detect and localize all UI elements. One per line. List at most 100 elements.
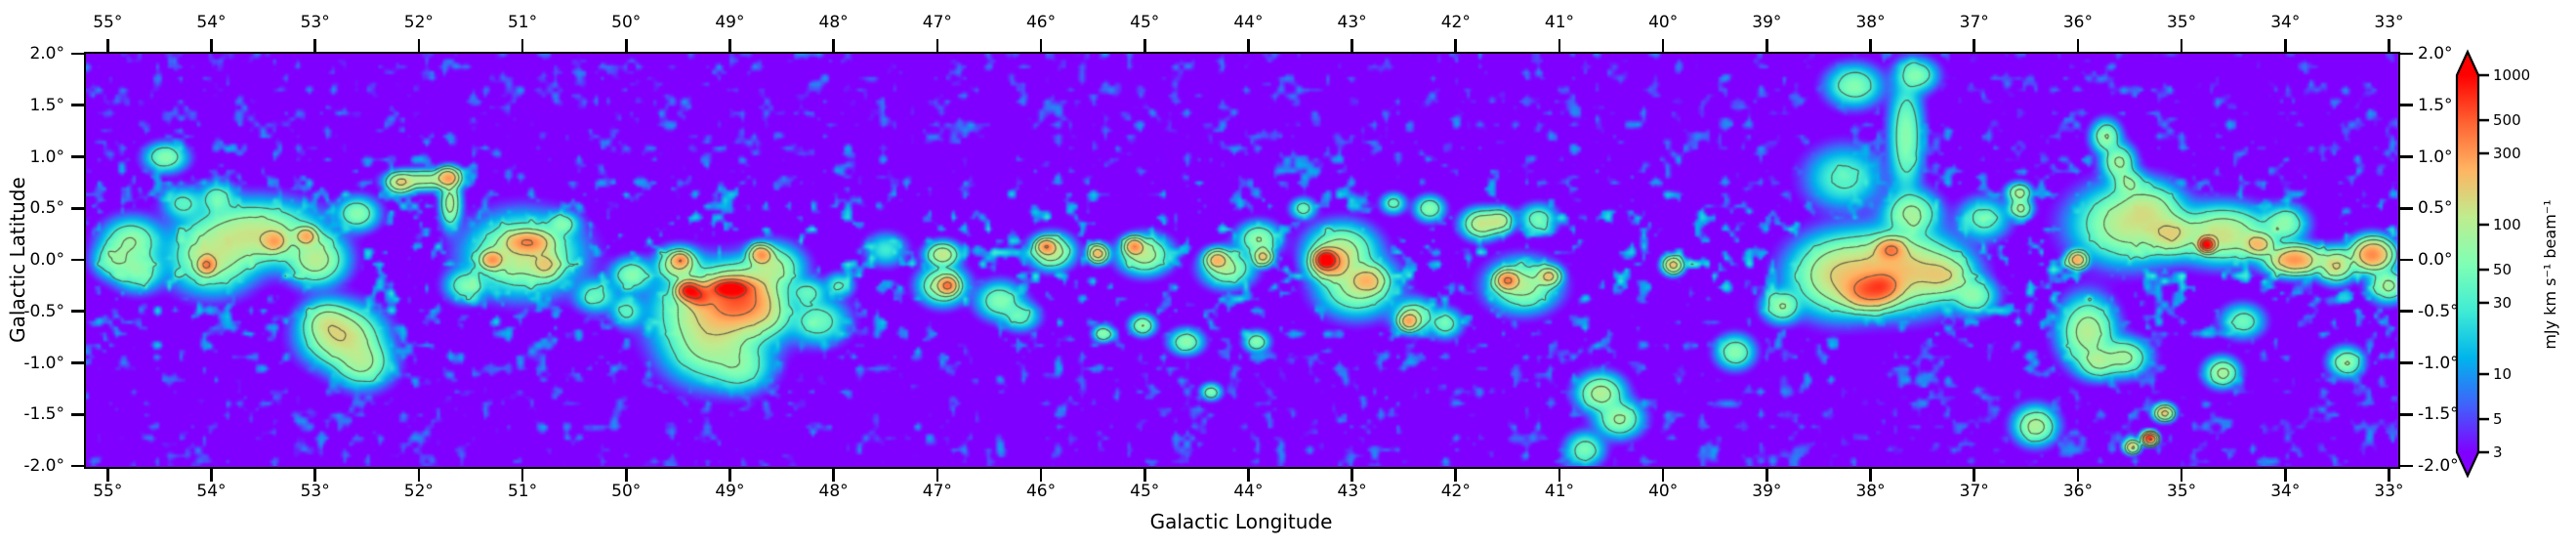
y-tick-label-right: -1.5° [2418, 404, 2459, 425]
y-tick-label-left: -0.5° [23, 301, 64, 321]
colorbar-tick-label: 50 [2493, 261, 2513, 279]
x-major-tick-top [935, 38, 939, 52]
colorbar-tick-label: 5 [2493, 410, 2503, 429]
colorbar-tick-label: 300 [2493, 145, 2521, 162]
x-tick-label-top: 47° [922, 13, 952, 32]
x-tick-label-top: 48° [818, 13, 849, 32]
x-major-tick-bottom [417, 468, 421, 482]
y-tick-label-left: 1.0° [29, 147, 64, 167]
x-tick-label-top: 50° [611, 13, 642, 32]
y-major-tick-left [70, 310, 84, 314]
x-major-tick-bottom [624, 468, 628, 482]
colorbar-tick-label: 3 [2493, 443, 2503, 461]
x-major-tick-bottom [520, 468, 524, 482]
x-major-tick-top [106, 38, 109, 52]
x-major-tick-bottom [832, 468, 835, 482]
x-major-tick-top [210, 38, 213, 52]
y-major-tick-right [2399, 155, 2413, 158]
y-major-tick-left [70, 155, 84, 158]
y-tick-label-left: 2.0° [29, 44, 64, 63]
x-major-tick-top [1143, 38, 1146, 52]
x-major-tick-bottom [935, 468, 939, 482]
colorbar-under-arrow [2457, 452, 2478, 476]
x-tick-label-bottom: 54° [196, 482, 227, 501]
colorbar-tick-label: 1000 [2493, 66, 2531, 84]
x-tick-label-bottom: 51° [507, 482, 538, 501]
colorbar-tick-label: 100 [2493, 215, 2521, 233]
x-major-tick-top [1454, 38, 1458, 52]
x-tick-label-bottom: 40° [1648, 482, 1679, 501]
x-tick-label-top: 43° [1337, 13, 1367, 32]
y-tick-label-right: 0.5° [2418, 198, 2453, 219]
x-major-tick-bottom [1973, 468, 1976, 482]
x-major-tick-top [1558, 38, 1561, 52]
x-major-tick-top [832, 38, 835, 52]
x-tick-label-top: 39° [1752, 13, 1782, 32]
colorbar-tick [2478, 118, 2489, 122]
x-tick-label-top: 41° [1544, 13, 1575, 32]
y-tick-label-right: -2.0° [2418, 456, 2459, 476]
x-tick-label-bottom: 35° [2167, 482, 2197, 501]
x-tick-label-bottom: 39° [1752, 482, 1782, 501]
y-major-tick-left [70, 464, 84, 468]
x-major-tick-bottom [1869, 468, 1872, 482]
x-major-tick-bottom [1766, 468, 1768, 482]
y-tick-label-left: 0.0° [29, 250, 64, 270]
x-major-tick-top [1039, 38, 1043, 52]
x-major-tick-bottom [1247, 468, 1250, 482]
y-major-tick-right [2399, 52, 2413, 56]
x-major-tick-top [1973, 38, 1976, 52]
colorbar-tick-label: 500 [2493, 111, 2521, 130]
y-tick-label-right: 0.0° [2418, 250, 2453, 270]
y-major-tick-right [2399, 464, 2413, 468]
x-tick-label-bottom: 45° [1130, 482, 1160, 501]
y-tick-label-left: -1.5° [23, 404, 64, 425]
y-major-tick-left [70, 258, 84, 262]
x-major-tick-bottom [2076, 468, 2080, 482]
x-tick-label-top: 33° [2374, 13, 2404, 32]
y-tick-label-left: 1.5° [29, 95, 64, 115]
x-tick-label-top: 55° [93, 13, 123, 32]
x-tick-label-top: 35° [2167, 13, 2197, 32]
y-major-tick-right [2399, 258, 2413, 262]
x-tick-label-bottom: 55° [93, 482, 123, 501]
x-major-tick-bottom [1143, 468, 1146, 482]
y-tick-label-right: -1.0° [2418, 353, 2459, 373]
x-tick-label-bottom: 37° [1959, 482, 1989, 501]
x-tick-label-top: 54° [196, 13, 227, 32]
x-tick-label-bottom: 53° [300, 482, 330, 501]
colorbar-tick [2478, 417, 2489, 421]
y-tick-label-right: 2.0° [2418, 44, 2453, 63]
colorbar-over-arrow [2457, 52, 2478, 75]
x-tick-label-top: 37° [1959, 13, 1989, 32]
x-major-tick-bottom [1454, 468, 1458, 482]
colorbar-tick [2478, 73, 2489, 77]
colorbar-tick-label: 30 [2493, 294, 2513, 312]
y-axis-title: Galactic Latitude [6, 177, 29, 343]
x-tick-label-bottom: 42° [1440, 482, 1471, 501]
x-major-tick-bottom [1661, 468, 1665, 482]
x-tick-label-top: 44° [1233, 13, 1264, 32]
y-major-tick-left [70, 361, 84, 364]
colorbar-tick [2478, 223, 2489, 227]
x-tick-label-top: 49° [715, 13, 745, 32]
x-tick-label-top: 42° [1440, 13, 1471, 32]
y-major-tick-right [2399, 412, 2413, 416]
x-major-tick-bottom [2180, 468, 2183, 482]
y-major-tick-right [2399, 206, 2413, 210]
x-tick-label-top: 51° [507, 13, 538, 32]
x-tick-label-bottom: 44° [1233, 482, 1264, 501]
colorbar-tick [2478, 450, 2489, 454]
colorbar-tick [2478, 372, 2489, 376]
x-major-tick-top [313, 38, 316, 52]
x-axis-title: Galactic Longitude [1149, 510, 1333, 533]
x-major-tick-top [417, 38, 421, 52]
x-major-tick-bottom [728, 468, 731, 482]
x-major-tick-bottom [1558, 468, 1561, 482]
x-major-tick-bottom [1039, 468, 1043, 482]
y-major-tick-right [2399, 104, 2413, 107]
x-tick-label-bottom: 48° [818, 482, 849, 501]
x-tick-label-bottom: 33° [2374, 482, 2404, 501]
x-major-tick-bottom [2388, 468, 2390, 482]
